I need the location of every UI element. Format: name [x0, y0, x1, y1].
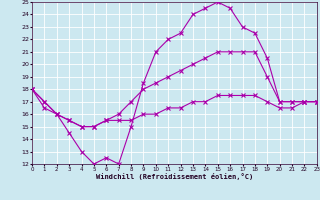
- X-axis label: Windchill (Refroidissement éolien,°C): Windchill (Refroidissement éolien,°C): [96, 173, 253, 180]
